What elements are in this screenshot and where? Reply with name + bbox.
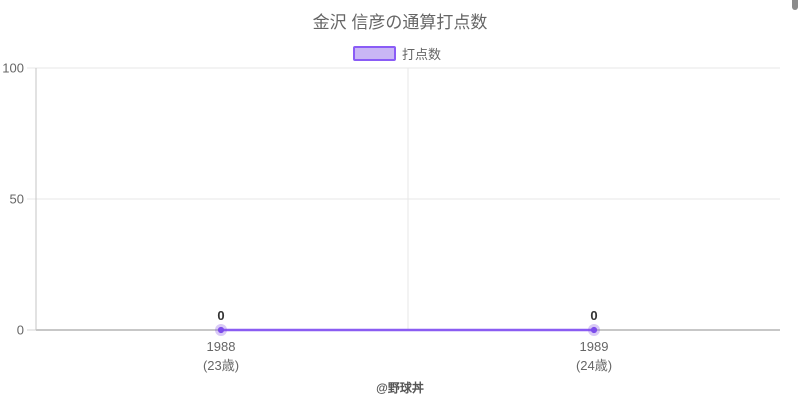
- svg-text:(24歳): (24歳): [576, 358, 612, 373]
- svg-text:1988: 1988: [207, 339, 236, 354]
- svg-text:1989: 1989: [580, 339, 609, 354]
- svg-text:0: 0: [590, 308, 597, 323]
- svg-text:50: 50: [10, 192, 24, 207]
- svg-text:(23歳): (23歳): [203, 358, 239, 373]
- svg-text:100: 100: [2, 61, 24, 76]
- svg-text:0: 0: [217, 308, 224, 323]
- svg-text:0: 0: [17, 323, 24, 338]
- svg-text:@野球丼: @野球丼: [376, 380, 424, 395]
